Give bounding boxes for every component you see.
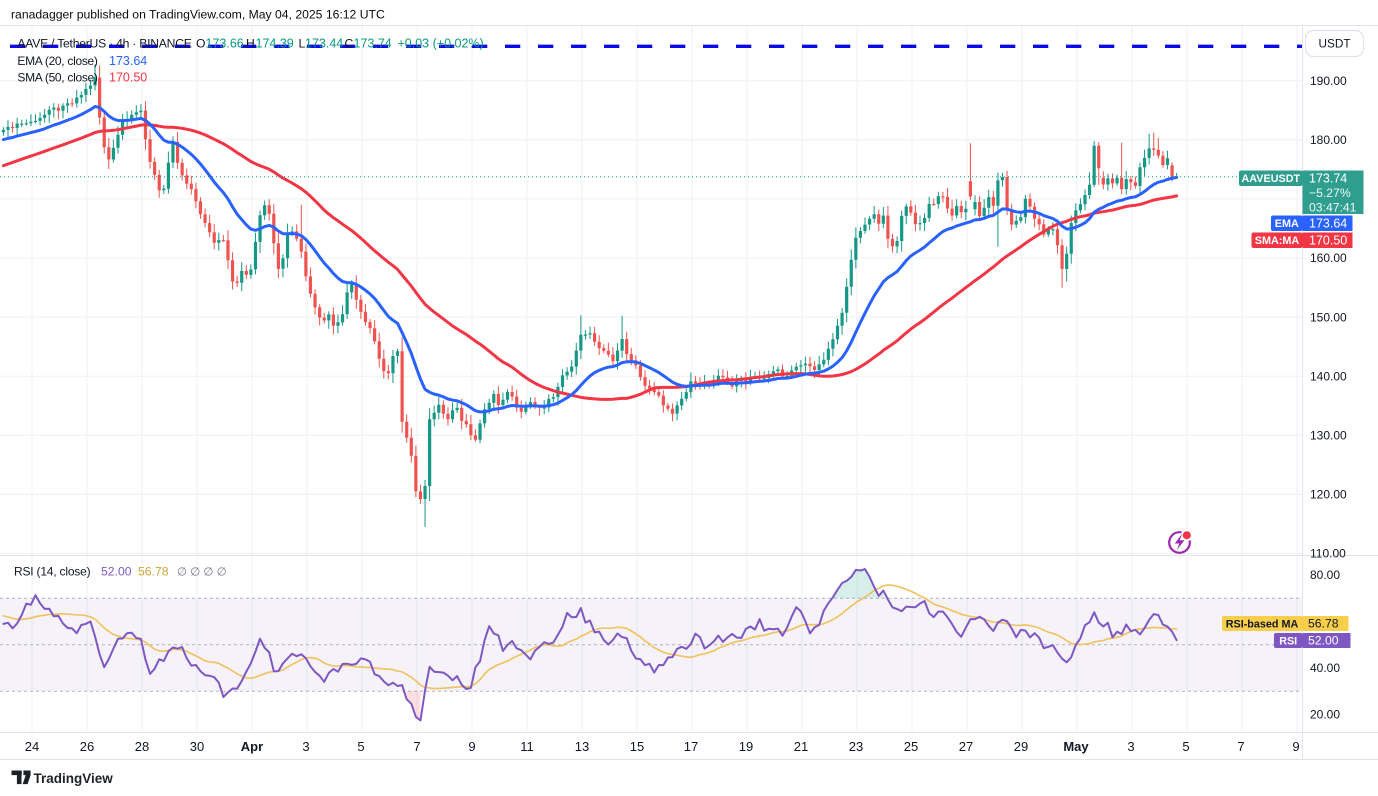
- svg-text:28: 28: [135, 739, 149, 754]
- svg-text:3: 3: [302, 739, 309, 754]
- svg-text:29: 29: [1014, 739, 1028, 754]
- svg-text:3: 3: [1127, 739, 1134, 754]
- svg-text:+0.03 (+0.02%): +0.03 (+0.02%): [398, 37, 484, 51]
- svg-text:173.44: 173.44: [305, 37, 343, 51]
- svg-text:May: May: [1063, 739, 1089, 754]
- svg-text:19: 19: [739, 739, 753, 754]
- svg-text:5: 5: [357, 739, 364, 754]
- svg-text:173.64: 173.64: [1309, 217, 1347, 231]
- svg-text:21: 21: [794, 739, 808, 754]
- svg-text:7: 7: [413, 739, 420, 754]
- svg-text:USDT: USDT: [1318, 37, 1350, 51]
- svg-text:9: 9: [1292, 739, 1299, 754]
- svg-text:150.00: 150.00: [1310, 310, 1347, 324]
- svg-text:−5.27%: −5.27%: [1309, 186, 1351, 200]
- svg-text:L: L: [299, 37, 306, 51]
- svg-text:11: 11: [520, 739, 534, 754]
- svg-text:5: 5: [1182, 739, 1189, 754]
- svg-text:H: H: [246, 37, 255, 51]
- svg-text:RSI: RSI: [1279, 636, 1297, 648]
- svg-text:AAVE / TetherUS · 4h · BINANCE: AAVE / TetherUS · 4h · BINANCE: [17, 37, 191, 51]
- svg-text:Apr: Apr: [241, 739, 263, 754]
- svg-text:ranadagger published on Tradin: ranadagger published on TradingView.com,…: [11, 8, 385, 22]
- svg-text:173.74: 173.74: [354, 37, 392, 51]
- svg-text:TradingView: TradingView: [34, 771, 114, 786]
- svg-text:140.00: 140.00: [1310, 369, 1347, 383]
- svg-text:20.00: 20.00: [1310, 708, 1340, 722]
- svg-text:160.00: 160.00: [1310, 251, 1347, 265]
- svg-text:25: 25: [904, 739, 918, 754]
- svg-text:170.50: 170.50: [109, 71, 147, 85]
- svg-text:13: 13: [575, 739, 589, 754]
- svg-text:174.39: 174.39: [256, 37, 294, 51]
- svg-text:RSI-based MA: RSI-based MA: [1226, 619, 1299, 631]
- svg-text:SMA (50, close): SMA (50, close): [17, 71, 98, 85]
- svg-text:7: 7: [1237, 739, 1244, 754]
- svg-text:190.00: 190.00: [1310, 74, 1347, 88]
- svg-text:40.00: 40.00: [1310, 661, 1340, 675]
- svg-text:173.64: 173.64: [109, 54, 147, 68]
- svg-text:SMA:MA: SMA:MA: [1255, 235, 1300, 247]
- svg-text:180.00: 180.00: [1310, 133, 1347, 147]
- svg-text:17: 17: [684, 739, 698, 754]
- svg-text:EMA: EMA: [1275, 218, 1299, 230]
- svg-text:∅ ∅ ∅ ∅: ∅ ∅ ∅ ∅: [177, 567, 227, 579]
- svg-text:EMA (20, close): EMA (20, close): [17, 54, 98, 68]
- svg-text:56.78: 56.78: [1308, 617, 1339, 631]
- svg-text:RSI (14, close): RSI (14, close): [14, 565, 91, 579]
- svg-text:03:47:41: 03:47:41: [1309, 201, 1357, 215]
- svg-text:27: 27: [959, 739, 973, 754]
- svg-text:52.00: 52.00: [101, 565, 132, 579]
- svg-text:AAVEUSDT: AAVEUSDT: [1242, 173, 1301, 185]
- svg-text:56.78: 56.78: [138, 565, 169, 579]
- svg-text:173.66: 173.66: [206, 37, 244, 51]
- svg-text:9: 9: [468, 739, 475, 754]
- svg-text:80.00: 80.00: [1310, 568, 1340, 582]
- svg-text:C: C: [345, 37, 354, 51]
- svg-text:26: 26: [80, 739, 94, 754]
- svg-text:110.00: 110.00: [1310, 547, 1346, 561]
- svg-text:130.00: 130.00: [1310, 429, 1347, 443]
- svg-text:23: 23: [849, 739, 863, 754]
- svg-text:173.74: 173.74: [1309, 172, 1347, 186]
- svg-text:170.50: 170.50: [1309, 234, 1347, 248]
- svg-text:120.00: 120.00: [1310, 488, 1347, 502]
- svg-text:24: 24: [25, 739, 39, 754]
- svg-text:15: 15: [630, 739, 644, 754]
- svg-text:30: 30: [190, 739, 204, 754]
- svg-text:52.00: 52.00: [1308, 634, 1339, 648]
- svg-text:O: O: [196, 37, 205, 51]
